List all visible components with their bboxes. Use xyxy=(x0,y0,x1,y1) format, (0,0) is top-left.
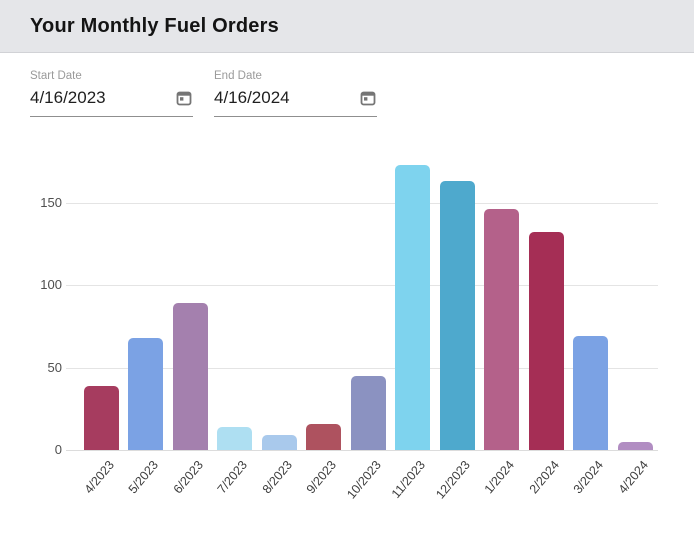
calendar-icon xyxy=(176,91,192,106)
start-date-control xyxy=(30,88,193,117)
x-axis-tick-label: 10/2023 xyxy=(343,458,384,502)
gridline-y-50 xyxy=(66,367,658,369)
bar-9-2023[interactable] xyxy=(306,423,341,450)
page-title: Your Monthly Fuel Orders xyxy=(30,14,279,37)
x-axis-tick-label: 1/2024 xyxy=(481,458,518,497)
monthly-fuel-orders-bar-chart: 0 50 100 150 4/2023 5/2023 6/2023 7/2023 8/2023 9… xyxy=(0,140,694,538)
gridline-y-150 xyxy=(66,202,658,204)
end-date-input[interactable] xyxy=(214,88,334,108)
bar-4-2023[interactable] xyxy=(83,385,119,450)
bar-12-2023[interactable] xyxy=(439,181,475,450)
x-axis-tick-label: 2/2024 xyxy=(526,458,562,497)
bar-2-2024[interactable] xyxy=(528,232,564,450)
x-axis-tick-label: 4/2024 xyxy=(615,458,651,497)
start-date-field: Start Date xyxy=(30,70,193,117)
x-axis-tick-label: 11/2023 xyxy=(389,458,429,501)
y-axis-tick-label: 100 xyxy=(40,277,62,292)
end-date-control xyxy=(214,88,377,117)
gridline-y-0 xyxy=(66,450,658,451)
x-axis-tick-label: 3/2024 xyxy=(570,458,607,497)
date-filters: Start Date End Date xyxy=(30,70,377,117)
end-date-field: End Date xyxy=(214,70,377,117)
x-axis-tick-label: 12/2023 xyxy=(432,458,473,502)
bar-10-2023[interactable] xyxy=(350,375,386,450)
x-axis-tick-label: 4/2023 xyxy=(81,458,117,497)
gridline-y-100 xyxy=(66,285,658,286)
bar-7-2023[interactable] xyxy=(217,426,252,450)
bar-5-2023[interactable] xyxy=(128,337,163,450)
page-header: Your Monthly Fuel Orders xyxy=(0,0,694,53)
bar-6-2023[interactable] xyxy=(172,303,208,450)
bar-4-2024[interactable] xyxy=(617,441,653,450)
start-date-label: Start Date xyxy=(30,70,82,82)
end-date-label: End Date xyxy=(214,70,262,82)
y-axis-tick-label: 150 xyxy=(40,194,62,210)
x-axis-tick-label: 9/2023 xyxy=(303,458,340,497)
x-axis-tick-label: 8/2023 xyxy=(259,458,295,497)
x-axis-tick-label: 7/2023 xyxy=(214,458,251,497)
x-axis-tick-label: 6/2023 xyxy=(170,458,206,497)
end-date-calendar-button[interactable] xyxy=(359,89,377,107)
bar-8-2023[interactable] xyxy=(261,435,297,450)
start-date-calendar-button[interactable] xyxy=(175,89,193,107)
calendar-icon xyxy=(360,91,376,106)
y-axis-tick-label: 0 xyxy=(54,442,62,457)
x-axis-tick-label: 5/2023 xyxy=(125,458,162,497)
bar-3-2024[interactable] xyxy=(573,336,608,450)
start-date-input[interactable] xyxy=(30,88,150,108)
bar-1-2024[interactable] xyxy=(484,209,519,450)
y-axis-tick-label: 50 xyxy=(47,359,62,375)
bar-11-2023[interactable] xyxy=(395,164,430,450)
